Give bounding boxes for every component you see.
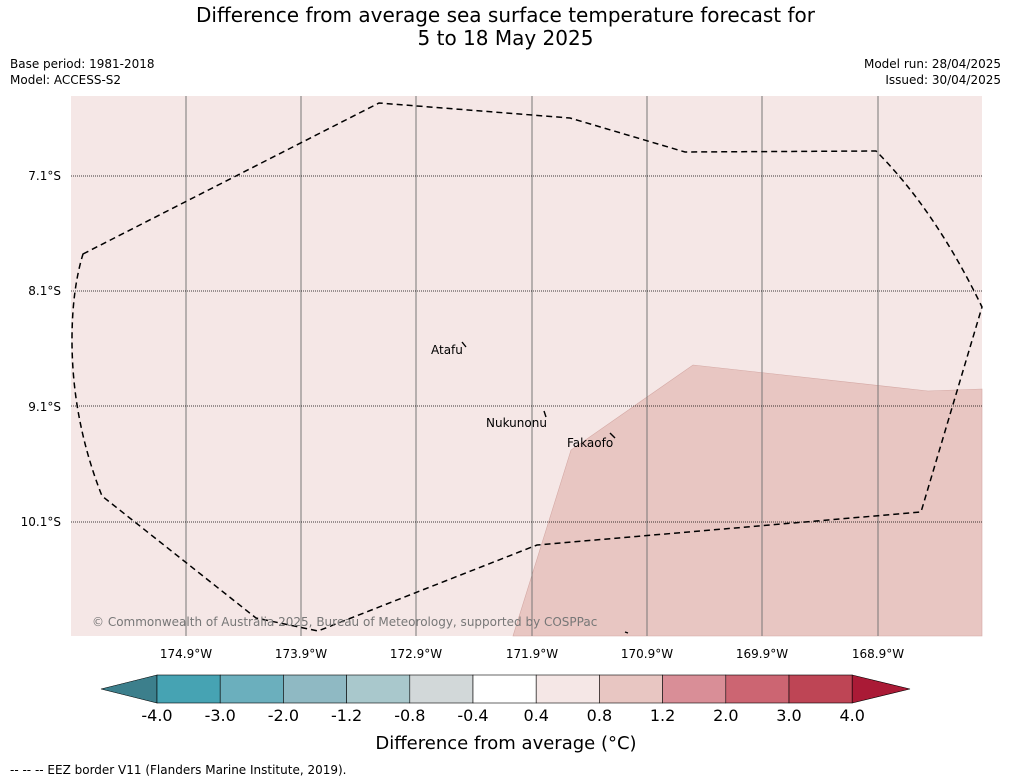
lat-label: 9.1°S <box>28 400 61 414</box>
small-atoll <box>624 631 629 634</box>
lon-label: 172.9°W <box>390 647 442 661</box>
colorbar-tick-label: 0.4 <box>523 706 548 725</box>
colorbar-segment <box>346 674 411 704</box>
place-label-nukunonu: Nukunonu <box>486 416 547 430</box>
title-line-2: 5 to 18 May 2025 <box>417 26 594 50</box>
colorbar-tick-label: 1.2 <box>650 706 675 725</box>
colorbar-label: Difference from average (°C) <box>375 733 636 754</box>
colorbar-tick-label: 3.0 <box>776 706 801 725</box>
colorbar-segment <box>725 674 790 704</box>
colorbar-segment <box>283 674 347 704</box>
colorbar-tick-label: 0.8 <box>587 706 612 725</box>
lat-label: 10.1°S <box>21 515 61 529</box>
lon-label: 171.9°W <box>506 647 558 661</box>
title-line-1: Difference from average sea surface temp… <box>195 3 815 27</box>
eez-border <box>71 102 983 632</box>
warm-anomaly-patch <box>512 364 983 637</box>
lon-label: 169.9°W <box>736 647 788 661</box>
colorbar-segment <box>535 674 600 704</box>
colorbar-segment <box>662 674 727 704</box>
copyright-notice: © Commonwealth of Australia 2025, Bureau… <box>92 615 597 629</box>
fakaofo-atoll <box>609 432 616 439</box>
colorbar-tick-label: 4.0 <box>839 706 864 725</box>
colorbar-segment <box>219 674 284 704</box>
colorbar-segment <box>788 674 853 704</box>
colorbar-tick-label: -0.4 <box>457 706 488 725</box>
longitude-gridlines <box>185 96 879 636</box>
colorbar: -4.0 -3.0 -2.0 -1.2 -0.8 -0.4 0.4 0.8 1.2 2.0 3.0 4… <box>100 674 911 725</box>
lon-label: 173.9°W <box>275 647 327 661</box>
place-label-fakaofo: Fakaofo <box>567 436 613 450</box>
model-run: Model run: 28/04/2025 <box>863 57 1001 71</box>
colorbar-tick-label: -1.2 <box>331 706 362 725</box>
lon-label: 168.9°W <box>852 647 904 661</box>
colorbar-segment <box>599 674 663 704</box>
colorbar-tick-label: -4.0 <box>141 706 172 725</box>
lon-label: 170.9°W <box>621 647 673 661</box>
colorbar-extend-low <box>100 674 158 704</box>
colorbar-tick-label: -3.0 <box>205 706 236 725</box>
colorbar-tick-label: 2.0 <box>713 706 738 725</box>
meta-right: Model run: 28/04/2025 Issued: 30/04/2025 <box>864 56 1001 88</box>
place-label-atafu: Atafu <box>431 343 463 357</box>
issued-date: Issued: 30/04/2025 <box>885 73 1001 87</box>
eez-legend-note: -- -- -- EEZ border V11 (Flanders Marine… <box>10 763 347 777</box>
nukunonu-atoll <box>543 410 547 418</box>
colorbar-segment <box>409 674 474 704</box>
colorbar-segment <box>156 674 221 704</box>
meta-left: Base period: 1981-2018 Model: ACCESS-S2 <box>10 56 155 88</box>
map-title: Difference from average sea surface temp… <box>0 4 1011 50</box>
model-name: Model: ACCESS-S2 <box>10 73 122 87</box>
base-period: Base period: 1981-2018 <box>10 57 155 71</box>
lat-label: 7.1°S <box>28 169 61 183</box>
colorbar-tick-label: -2.0 <box>268 706 299 725</box>
colorbar-extend-high <box>851 674 911 704</box>
colorbar-tick-label: -0.8 <box>394 706 425 725</box>
atafu-atoll <box>461 341 467 348</box>
lon-label: 174.9°W <box>160 647 212 661</box>
atoll-marks <box>461 341 629 634</box>
colorbar-segment <box>472 674 537 704</box>
lat-label: 8.1°S <box>28 284 61 298</box>
